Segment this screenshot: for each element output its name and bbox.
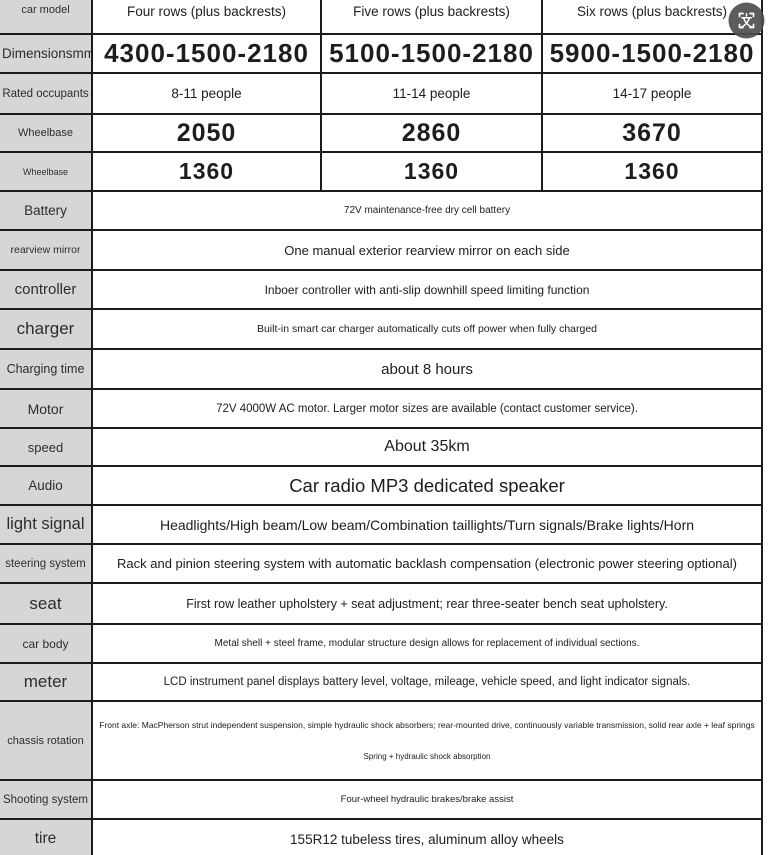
row-label: Audio [0,465,93,506]
spec-cell: 5900-1500-2180 [541,33,763,74]
chassis-front-axle-text: Front axle: MacPherson strut independent… [99,720,755,730]
row-label: seat [0,582,93,625]
row-label: Wheelbase [0,113,93,153]
row-label: car body [0,623,93,664]
spec-cell: 1360 [320,151,543,192]
row-steering-system: steering system Rack and pinion steering… [0,543,763,584]
spec-value: Front axle: MacPherson strut independent… [91,700,763,781]
row-shooting-system: Shooting system Four-wheel hydraulic bra… [0,779,763,820]
spec-value: First row leather upholstery + seat adju… [91,582,763,625]
row-tire: tire 155R12 tubeless tires, aluminum all… [0,818,763,855]
row-label: Dimensionsmm [0,33,93,74]
row-audio: Audio Car radio MP3 dedicated speaker [0,465,763,506]
spec-value: Four-wheel hydraulic brakes/brake assist [91,779,763,820]
row-light-signal: light signal Headlights/High beam/Low be… [0,504,763,545]
row-rated-occupants: Rated occupants 8-11 people 11-14 people… [0,72,763,115]
row-seat: seat First row leather upholstery + seat… [0,582,763,625]
row-label: meter [0,662,93,702]
row-motor: Motor 72V 4000W AC motor. Larger motor s… [0,388,763,429]
spec-value: One manual exterior rearview mirror on e… [91,229,763,271]
spec-value: 155R12 tubeless tires, aluminum alloy wh… [91,818,763,855]
row-label: Wheelbase [0,151,93,192]
spec-cell: Four rows (plus backrests) [91,0,322,35]
row-label: car model [0,0,93,35]
spec-value: Built-in smart car charger automatically… [91,308,763,350]
spec-value: Headlights/High beam/Low beam/Combinatio… [91,504,763,545]
translate-icon [728,2,765,42]
row-label: charger [0,308,93,350]
spec-value: Car radio MP3 dedicated speaker [91,465,763,506]
spec-cell: 1360 [541,151,763,192]
row-charger: charger Built-in smart car charger autom… [0,308,763,350]
row-label: Motor [0,388,93,429]
row-label: tire [0,818,93,855]
spec-cell: Five rows (plus backrests) [320,0,543,35]
row-label: steering system [0,543,93,584]
spec-value: 72V 4000W AC motor. Larger motor sizes a… [91,388,763,429]
row-label: speed [0,427,93,467]
spec-value: LCD instrument panel displays battery le… [91,662,763,702]
row-speed: speed About 35km [0,427,763,467]
spec-value: 72V maintenance-free dry cell battery [91,190,763,231]
spec-cell: 1360 [91,151,322,192]
row-meter: meter LCD instrument panel displays batt… [0,662,763,702]
spec-cell: 11-14 people [320,72,543,115]
spec-value: Metal shell + steel frame, modular struc… [91,623,763,664]
spec-value: Rack and pinion steering system with aut… [91,543,763,584]
spec-cell: 8-11 people [91,72,322,115]
row-wheelbase: Wheelbase 2050 2860 3670 [0,113,763,153]
row-label: Shooting system [0,779,93,820]
row-rearview-mirror: rearview mirror One manual exterior rear… [0,229,763,271]
spec-cell: Six rows (plus backrests) [541,0,763,35]
spec-cell: 5100-1500-2180 [320,33,543,74]
spec-cell: 2050 [91,113,322,153]
row-label: light signal [0,504,93,545]
row-label: chassis rotation [0,700,93,781]
translate-button[interactable] [728,2,765,39]
chassis-spring-text: Spring + hydraulic shock absorption [363,752,491,761]
row-label: Rated occupants [0,72,93,115]
spec-cell: 3670 [541,113,763,153]
spec-cell: 4300-1500-2180 [91,33,322,74]
row-label: rearview mirror [0,229,93,271]
spec-value: Inboer controller with anti-slip downhil… [91,269,763,310]
spec-cell: 14-17 people [541,72,763,115]
row-controller: controller Inboer controller with anti-s… [0,269,763,310]
row-car-body: car body Metal shell + steel frame, modu… [0,623,763,664]
row-label: Battery [0,190,93,231]
spec-value: about 8 hours [91,348,763,390]
row-car-model: car model Four rows (plus backrests) Fiv… [0,0,763,35]
row-label: controller [0,269,93,310]
row-charging-time: Charging time about 8 hours [0,348,763,390]
row-chassis-rotation: chassis rotation Front axle: MacPherson … [0,700,763,781]
row-label: Charging time [0,348,93,390]
row-dimensions: Dimensionsmm 4300-1500-2180 5100-1500-21… [0,33,763,74]
spec-value: About 35km [91,427,763,467]
row-battery: Battery 72V maintenance-free dry cell ba… [0,190,763,231]
row-wheelbase-2: Wheelbase 1360 1360 1360 [0,151,763,192]
spec-cell: 2860 [320,113,543,153]
